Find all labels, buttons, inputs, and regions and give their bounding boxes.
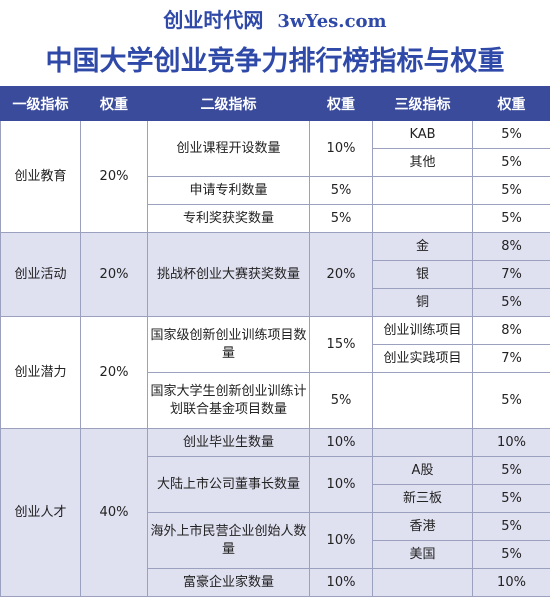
table-row: 国家大学生创新创业训练计划联合基金项目数量 5% 5% [1, 372, 550, 429]
level2-weight: 15% [309, 316, 373, 373]
level3-name [372, 372, 473, 429]
level3-weight: 10% [472, 428, 550, 457]
level2-name: 申请专利数量 [147, 176, 310, 205]
level2-name: 大陆上市公司董事长数量 [147, 456, 310, 513]
level3-weight: 5% [472, 204, 550, 233]
level1-weight: 20% [80, 232, 148, 317]
level3-name: 香港 [372, 512, 473, 541]
level2-name: 创业课程开设数量 [147, 120, 310, 177]
site-name: 创业时代网 [163, 8, 264, 32]
level3-name [372, 568, 473, 597]
level3-name [372, 204, 473, 233]
header-level3: 三级指标 [372, 86, 473, 121]
level3-name: 铜 [372, 288, 473, 317]
table-row: 铜 5% [1, 288, 550, 317]
level3-weight: 5% [472, 456, 550, 485]
level2-weight: 5% [309, 176, 373, 205]
table-row: 银 7% [1, 260, 550, 289]
level1-name: 创业活动 [0, 232, 81, 317]
header-weight3: 权重 [472, 86, 550, 121]
level1-name: 创业潜力 [0, 316, 81, 429]
table-row: 创业人才 40% 创业毕业生数量 10% 10% [0, 428, 550, 597]
level2-weight: 10% [309, 568, 373, 597]
header-weight2: 权重 [309, 86, 373, 121]
level3-weight: 7% [472, 344, 550, 373]
indicator-table: 一级指标 权重 二级指标 权重 三级指标 权重 创业教育 20% 创业课程开设数量 1… [0, 86, 550, 597]
level1-name: 创业教育 [0, 120, 81, 233]
table-row: 创业潜力 20% 国家级创新创业训练项目数量 15% 创业训练项目 8% [0, 316, 550, 429]
level2-name: 国家级创新创业训练项目数量 [147, 316, 310, 373]
level1-weight: 20% [80, 316, 148, 429]
level3-weight: 5% [472, 148, 550, 177]
level2-weight: 10% [309, 456, 373, 513]
page-title: 中国大学创业竞争力排行榜指标与权重 [45, 46, 505, 77]
indicator-table-wrap: 一级指标 权重 二级指标 权重 三级指标 权重 创业教育 20% 创业课程开设数量 1… [0, 86, 550, 603]
level3-name: 银 [372, 260, 473, 289]
table-row: 创业实践项目 7% [1, 344, 550, 373]
level1-weight: 20% [80, 120, 148, 233]
header-level2: 二级指标 [147, 86, 310, 121]
level2-weight: 10% [309, 512, 373, 569]
level3-weight: 10% [472, 568, 550, 597]
table-row: 大陆上市公司董事长数量 10% A股 5% [1, 456, 550, 513]
header-level1: 一级指标 [0, 86, 81, 121]
level3-name: 新三板 [372, 484, 473, 513]
level2-weight: 5% [309, 204, 373, 233]
level2-weight: 10% [309, 428, 373, 457]
level2-name: 创业毕业生数量 [147, 428, 310, 457]
level2-weight: 20% [309, 232, 373, 317]
level2-weight: 10% [309, 120, 373, 177]
site-url: 3wYes.com [277, 11, 387, 32]
level1-name: 创业人才 [0, 428, 81, 597]
table-row: 创业活动 20% 挑战杯创业大赛获奖数量 20% 金 8% [0, 232, 550, 317]
level2-weight: 5% [309, 372, 373, 429]
level3-weight: 5% [472, 288, 550, 317]
level3-name: A股 [372, 456, 473, 485]
level3-weight: 5% [472, 540, 550, 569]
level3-name: 其他 [372, 148, 473, 177]
level2-name: 专利奖获奖数量 [147, 204, 310, 233]
level3-name [372, 176, 473, 205]
level3-weight: 5% [472, 120, 550, 149]
level3-name [372, 428, 473, 457]
level2-name: 富豪企业家数量 [147, 568, 310, 597]
table-header-row: 一级指标 权重 二级指标 权重 三级指标 权重 [0, 86, 550, 121]
level3-name: 金 [372, 232, 473, 261]
level3-weight: 5% [472, 372, 550, 429]
header-weight1: 权重 [80, 86, 148, 121]
level3-weight: 5% [472, 512, 550, 541]
level1-weight: 40% [80, 428, 148, 597]
table-row: 申请专利数量 5% 5% [1, 176, 550, 205]
table-row: 海外上市民营企业创始人数量 10% 香港 5% [1, 512, 550, 569]
level3-name: 创业实践项目 [372, 344, 473, 373]
page-header: 创业时代网 3wYes.com 中国大学创业竞争力排行榜指标与权重 [0, 0, 550, 86]
level3-weight: 8% [472, 232, 550, 261]
level3-name: KAB [372, 120, 473, 149]
site-line: 创业时代网 3wYes.com [0, 4, 550, 33]
level3-weight: 5% [472, 484, 550, 513]
table-row: 富豪企业家数量 10% 10% [1, 568, 550, 597]
table-body: 创业教育 20% 创业课程开设数量 10% KAB 5% 其他 5% 申请专利数量 5% 5% 专利奖… [0, 120, 550, 597]
level2-name: 海外上市民营企业创始人数量 [147, 512, 310, 569]
level3-weight: 8% [472, 316, 550, 345]
level3-weight: 5% [472, 176, 550, 205]
table-row: 专利奖获奖数量 5% 5% [1, 204, 550, 233]
level3-weight: 7% [472, 260, 550, 289]
level2-name: 挑战杯创业大赛获奖数量 [147, 232, 310, 317]
level3-name: 美国 [372, 540, 473, 569]
level2-name: 国家大学生创新创业训练计划联合基金项目数量 [147, 372, 310, 429]
table-row: 创业教育 20% 创业课程开设数量 10% KAB 5% [0, 120, 550, 233]
table-row: 新三板 5% [1, 484, 550, 513]
level3-name: 创业训练项目 [372, 316, 473, 345]
